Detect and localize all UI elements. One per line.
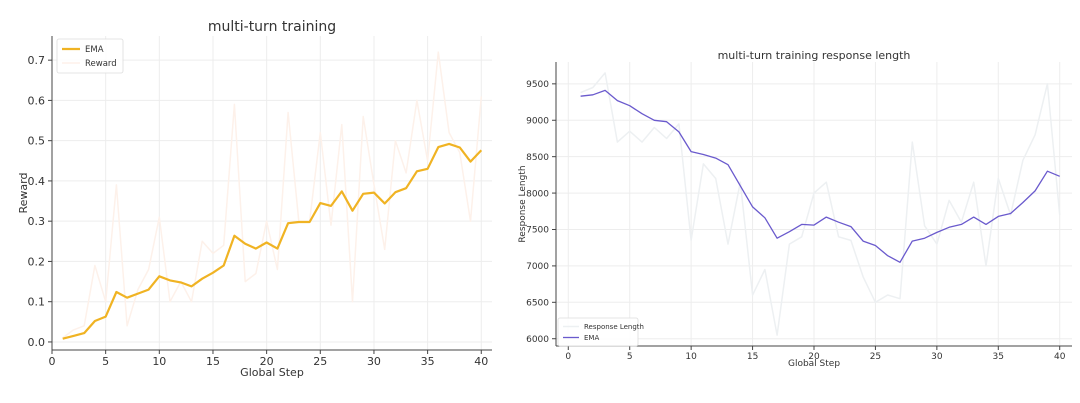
y-tick-label: 8000: [526, 189, 549, 199]
x-tick-label: 15: [206, 355, 220, 368]
x-tick-label: 40: [1054, 352, 1066, 362]
x-axis-label: Global Step: [788, 359, 840, 369]
legend-label: EMA: [85, 45, 104, 55]
x-tick-label: 10: [152, 355, 166, 368]
x-tick-label: 25: [313, 355, 327, 368]
y-axis-label: Reward: [17, 173, 30, 214]
x-tick-label: 20: [808, 352, 820, 362]
length-series-line-ema: [580, 89, 1060, 263]
y-tick-label: 0.5: [28, 135, 46, 148]
chart-title: multi-turn training response length: [718, 49, 911, 62]
reward-series-line-ema: [62, 142, 483, 340]
y-tick-label: 7500: [526, 226, 549, 236]
x-tick-label: 10: [685, 352, 697, 362]
x-tick-label: 0: [49, 355, 56, 368]
y-tick-label: 6500: [526, 299, 549, 309]
y-tick-label: 0.6: [28, 94, 46, 107]
y-tick-label: 0.0: [28, 336, 46, 349]
x-axis-label: Global Step: [240, 366, 304, 379]
y-tick-label: 7000: [526, 262, 549, 272]
legend-box: [557, 317, 639, 347]
y-tick-label: 0.2: [28, 255, 46, 268]
legend-label: Reward: [85, 59, 117, 69]
x-tick-label: 40: [474, 355, 488, 368]
x-tick-label: 30: [931, 352, 943, 362]
x-tick-label: 30: [367, 355, 381, 368]
legend-label: Response Length: [584, 323, 644, 331]
y-tick-label: 8500: [526, 153, 549, 163]
x-tick-label: 15: [747, 352, 758, 362]
y-tick-label: 0.4: [28, 175, 46, 188]
legend-box: [56, 38, 124, 74]
y-tick-label: 9500: [526, 80, 549, 90]
y-tick-label: 9000: [526, 116, 549, 126]
legend-label: EMA: [584, 334, 599, 342]
chart-title: multi-turn training: [208, 19, 336, 35]
y-axis-label: Response Length: [518, 165, 528, 242]
reward-chart: 0 5 10 15 20 25 30 35 40 0.0 0.1 0.2 0.3 0.4 0.5 0.6 0.7…: [17, 19, 492, 379]
x-tick-label: 20: [260, 355, 274, 368]
x-tick-label: 0: [565, 352, 571, 362]
x-tick-label: 35: [993, 352, 1004, 362]
y-tick-label: 6000: [526, 335, 549, 345]
y-tick-label: 0.3: [28, 215, 46, 228]
y-tick-label: 0.1: [28, 296, 46, 309]
x-tick-label: 5: [102, 355, 109, 368]
reward-series-line-reward: [62, 51, 483, 339]
x-tick-label: 35: [421, 355, 435, 368]
response-length-chart: 0 5 10 15 20 25 30 35 40 6000 6500 7000 7500 8000 8500…: [518, 49, 1072, 369]
x-tick-label: 25: [870, 352, 881, 362]
x-tick-label: 5: [627, 352, 633, 362]
length-series-line-response-length: [580, 72, 1061, 336]
y-tick-label: 0.7: [28, 54, 46, 67]
